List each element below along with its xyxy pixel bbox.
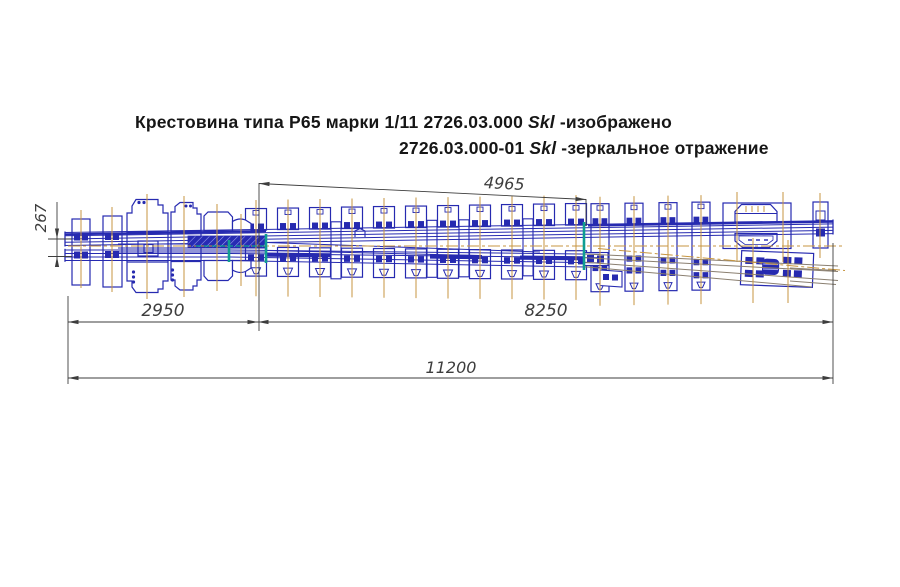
dimension-labels: 2950 8250 11200 4965 267	[32, 173, 568, 377]
dim-267: 267	[32, 203, 50, 232]
title-line-1-text: Крестовина типа Р65 марки 1/11 2726.03.0…	[135, 112, 523, 132]
title-line-2: 2726.03.000-01 Skl -зеркальное отражение	[399, 138, 769, 159]
rail-joint-marks	[196, 222, 586, 270]
dim-8250: 8250	[524, 301, 567, 321]
dim-4965: 4965	[483, 173, 525, 194]
dim-2950: 2950	[141, 301, 184, 321]
title-line-1: Крестовина типа Р65 марки 1/11 2726.03.0…	[135, 112, 672, 133]
dim-11200: 11200	[426, 358, 477, 377]
title-line-2-text: 2726.03.000-01	[399, 138, 525, 158]
rail-lines	[64, 219, 834, 268]
diverging-rail-lines	[584, 253, 839, 288]
title-line-1-tail: -изображено	[559, 112, 673, 132]
title-line-1-code: Skl	[528, 112, 555, 132]
diverging-track-clamp-assembly	[739, 250, 815, 289]
title-line-2-code: Skl	[529, 138, 557, 158]
dimension-arrows	[54, 181, 833, 381]
heel-clip-fasteners	[74, 200, 192, 284]
title-line-2-tail: -зеркальное отражение	[561, 138, 769, 158]
sleeper-centerlines	[255, 195, 702, 306]
sleeper-base-plates	[244, 201, 711, 293]
